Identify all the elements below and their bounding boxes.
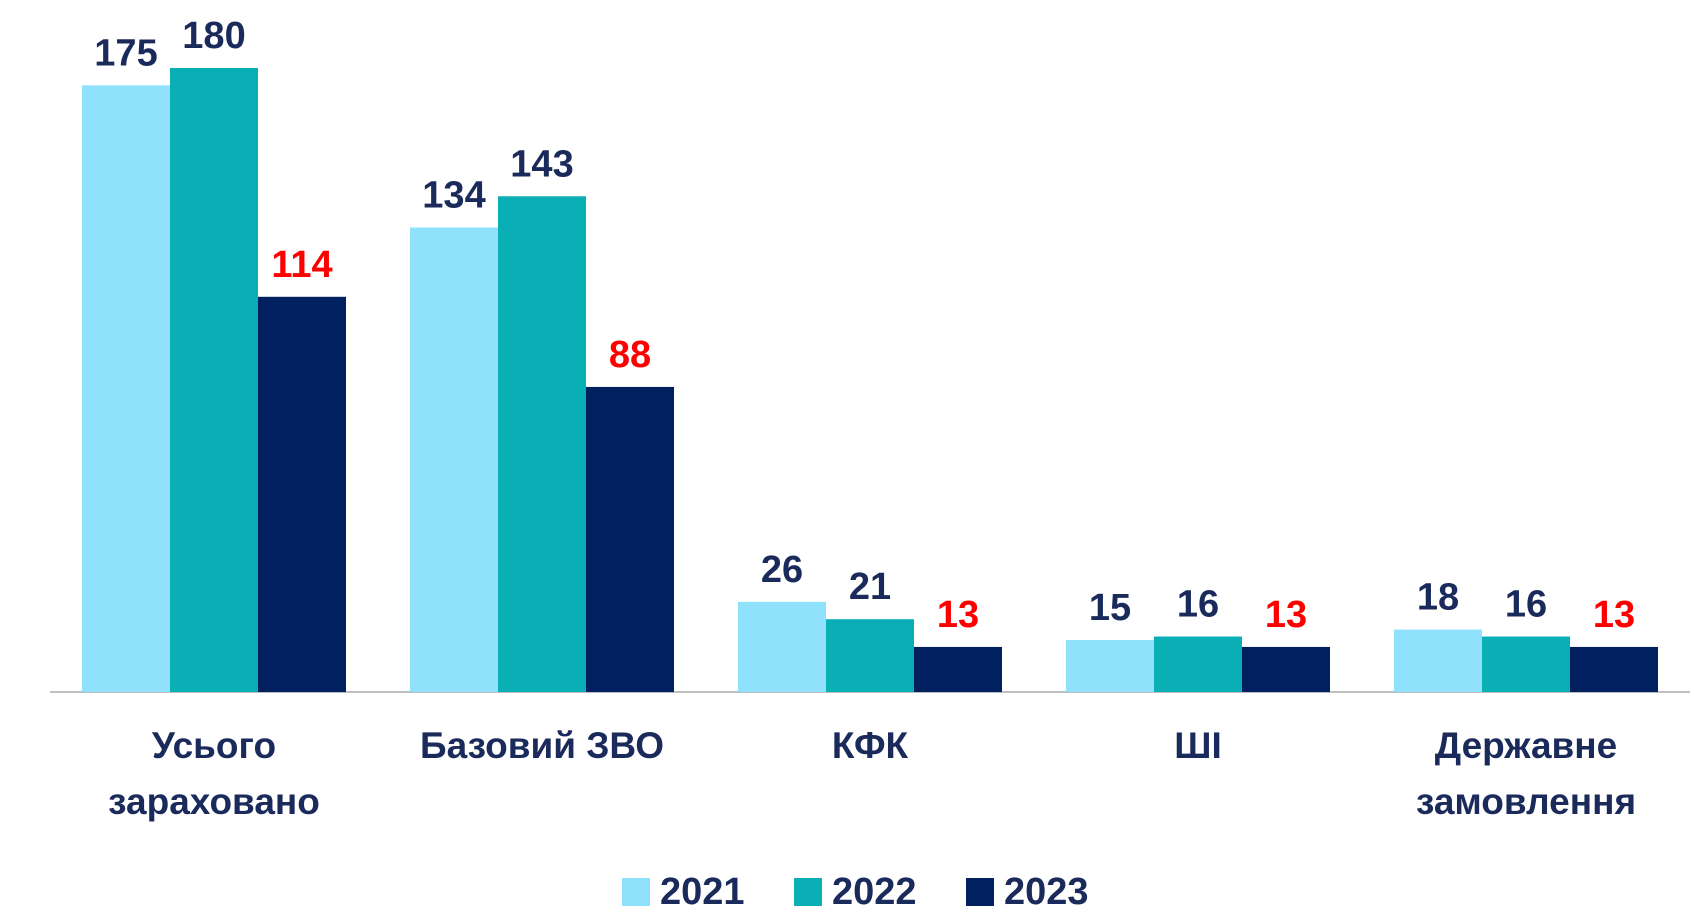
x-tick-label: ШІ: [1174, 725, 1222, 766]
x-tick-label: Державне замовлення: [1415, 725, 1637, 822]
data-label: 88: [609, 334, 651, 376]
legend-label: 2022: [832, 871, 917, 912]
bar: [826, 619, 914, 692]
data-label: 18: [1417, 577, 1459, 619]
bar: [498, 196, 586, 692]
bar: [738, 601, 826, 692]
data-label: 13: [1265, 594, 1307, 636]
bar: [1066, 640, 1154, 692]
x-tick-label: КФК: [831, 725, 909, 766]
x-tick-label: Усього зараховано: [108, 725, 320, 822]
data-label: 134: [422, 174, 485, 216]
bar: [410, 227, 498, 692]
data-label: 143: [510, 143, 573, 185]
bar: [914, 646, 1002, 692]
bar: [1242, 646, 1330, 692]
data-label: 13: [1593, 594, 1635, 636]
data-label: 13: [937, 594, 979, 636]
data-label: 16: [1177, 584, 1219, 626]
data-label: 114: [271, 244, 332, 286]
data-label: 26: [761, 549, 803, 591]
data-label: 175: [94, 32, 157, 74]
legend-swatch: [622, 878, 650, 906]
legend-swatch: [966, 878, 994, 906]
bar: [1482, 636, 1570, 692]
legend-label: 2021: [660, 871, 745, 912]
bar: [170, 68, 258, 692]
bar: [82, 85, 170, 693]
x-tick-label: Базовий ЗВО: [420, 725, 664, 766]
bar: [1394, 629, 1482, 692]
bar: [258, 296, 346, 692]
bar: [1570, 646, 1658, 692]
bar: [1154, 636, 1242, 692]
data-label: 21: [849, 566, 891, 608]
data-label: 16: [1505, 584, 1547, 626]
legend-swatch: [794, 878, 822, 906]
data-label: 15: [1089, 587, 1131, 629]
bar: [586, 386, 674, 692]
data-label: 180: [182, 15, 245, 57]
legend-label: 2023: [1004, 871, 1089, 912]
